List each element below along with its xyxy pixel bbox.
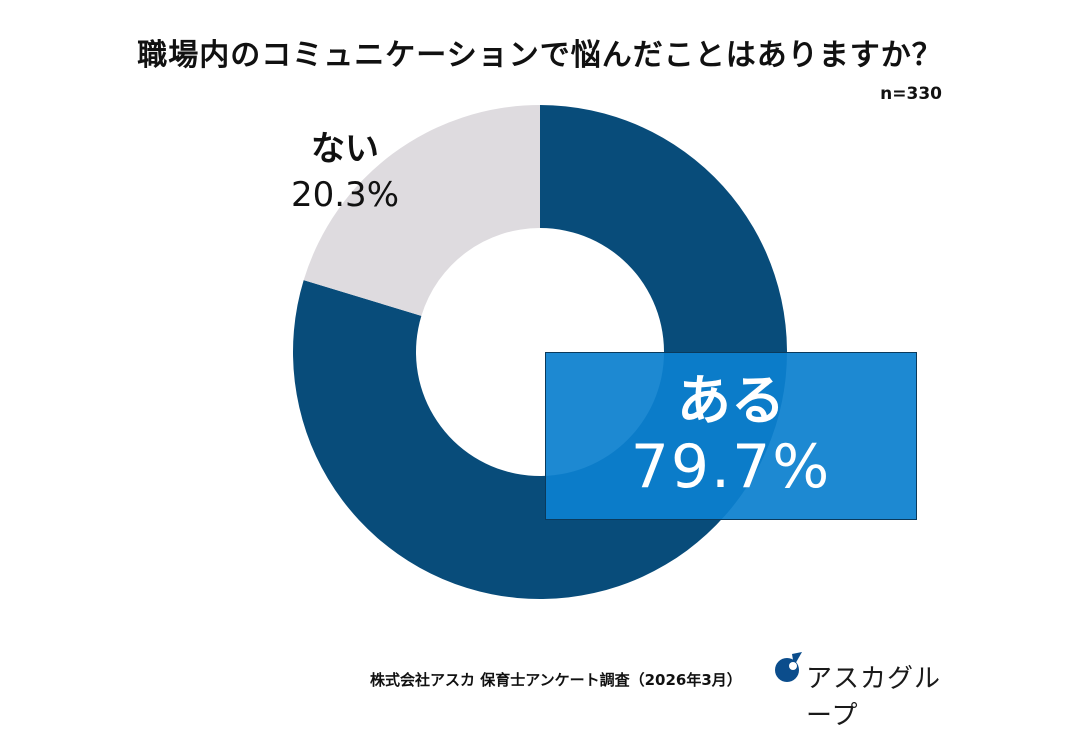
asuka-logo-icon [775, 652, 802, 682]
company-logo: アスカグループ [770, 652, 960, 731]
logo-name: アスカグループ [806, 664, 942, 731]
source-note: 株式会社アスカ 保育士アンケート調査（2026年3月） [370, 671, 742, 689]
label-nai-category: ない [311, 129, 379, 169]
chart-title: 職場内のコミュニケーションで悩んだことはありますか？ [137, 38, 943, 73]
sample-size: n=330 [880, 84, 942, 104]
slice-nai [303, 105, 540, 316]
label-nai: ない 20.3% [270, 126, 420, 218]
label-nai-value: 20.3% [290, 175, 399, 215]
callout-aru-category: ある [677, 369, 785, 432]
callout-aru: ある 79.7% [545, 352, 917, 520]
callout-aru-value: 79.7% [630, 432, 832, 502]
